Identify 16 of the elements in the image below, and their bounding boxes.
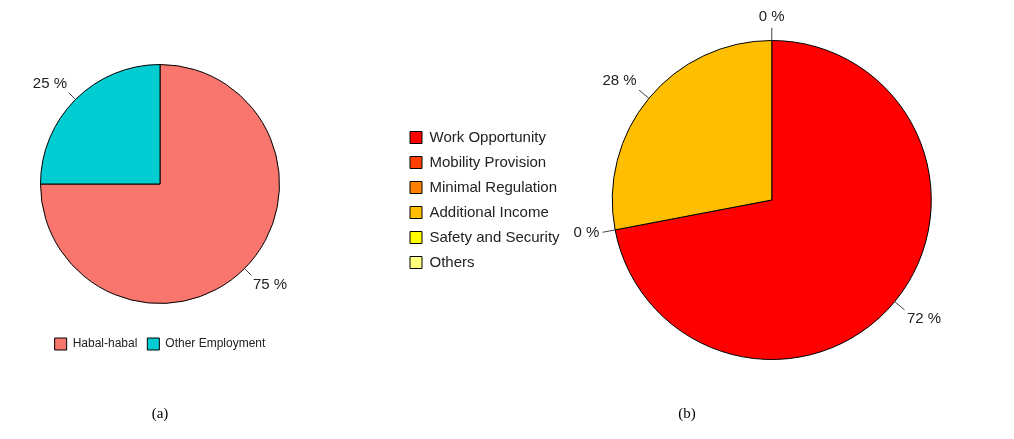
text: (b)	[677, 405, 697, 422]
text: (a)	[150, 405, 170, 422]
legend-label: Minimal Regulation	[429, 177, 558, 195]
data-label: 72 %	[906, 309, 942, 327]
legend-label: Mobility Provision	[429, 152, 547, 170]
legend-label: Habal-habal	[72, 336, 138, 351]
legend-label: Work Opportunity	[429, 127, 547, 145]
data-label: 25 %	[32, 73, 68, 91]
legend-label: Other Employment	[165, 336, 267, 351]
legend-label: Others	[429, 252, 475, 270]
data-label: 75 %	[252, 274, 288, 292]
legend-label: Safety and Security	[429, 227, 561, 245]
data-label: 28 %	[602, 70, 637, 88]
legend-label: Additional Income	[429, 202, 549, 220]
text: 0 %	[573, 223, 600, 241]
text: 0 %	[758, 7, 785, 25]
